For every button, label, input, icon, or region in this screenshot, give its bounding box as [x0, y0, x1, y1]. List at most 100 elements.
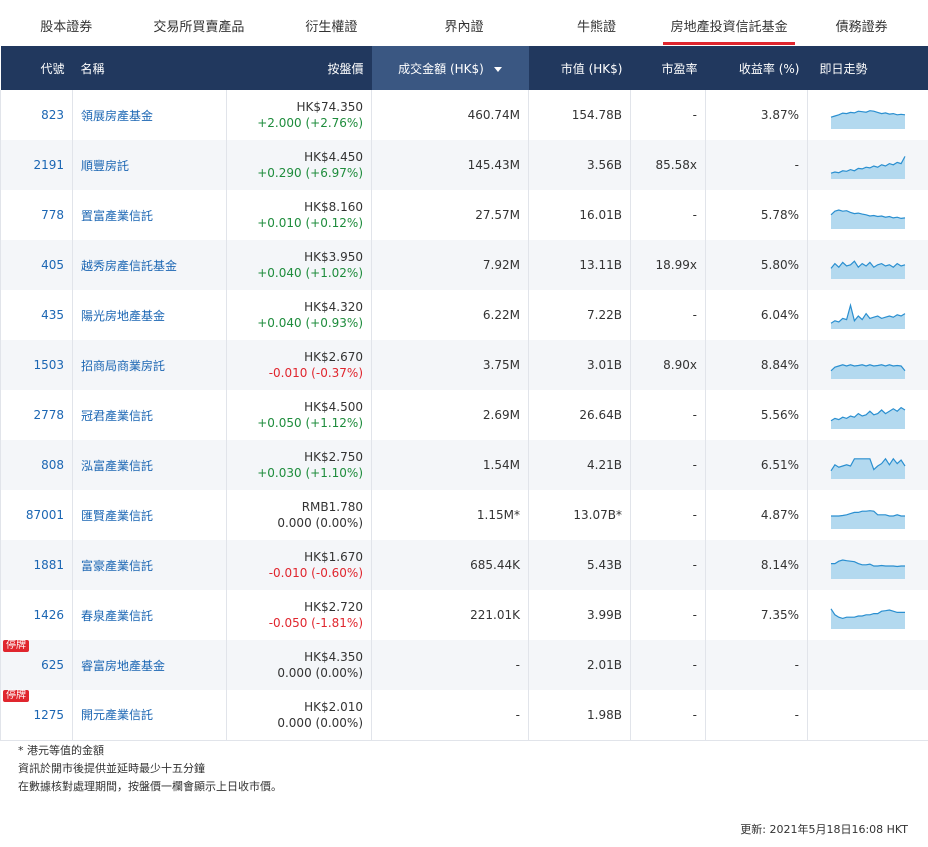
cell-code[interactable]: 2191 — [0, 140, 73, 190]
cell-code[interactable]: 778 — [0, 190, 73, 240]
cell-intraday-chart[interactable] — [807, 690, 928, 741]
cell-intraday-chart[interactable] — [807, 640, 928, 690]
tab-6[interactable]: 債務證券 — [795, 0, 928, 46]
cell-intraday-chart[interactable] — [807, 440, 928, 490]
cell-name[interactable]: 招商局商業房託 — [72, 340, 227, 390]
table-row[interactable]: 87001 匯賢產業信託 RMB1.780 0.000 (0.00%) 1.15M* 13… — [0, 490, 928, 540]
tab-5[interactable]: 房地產投資信託基金 — [662, 0, 796, 46]
intraday-sparkline[interactable] — [830, 150, 906, 180]
stock-code-link[interactable]: 405 — [41, 258, 64, 272]
table-row[interactable]: 823 領展房產基金 HK$74.350 +2.000 (+2.76%) 460.74M… — [0, 90, 928, 140]
stock-name-link[interactable]: 富豪產業信託 — [81, 558, 154, 573]
table-row[interactable]: 停牌 1275 開元產業信託 HK$2.010 0.000 (0.00%) -1.98B -… — [0, 690, 928, 741]
intraday-sparkline[interactable] — [830, 250, 906, 280]
header-name[interactable]: 名稱 — [72, 46, 227, 90]
tab-1[interactable]: 交易所買賣產品 — [133, 0, 266, 46]
cell-code[interactable]: 停牌 1275 — [0, 690, 73, 741]
table-row[interactable]: 1881 富豪產業信託 HK$1.670 -0.010 (-0.60%) 685.44K… — [0, 540, 928, 590]
table-row[interactable]: 808 泓富產業信託 HK$2.750 +0.030 (+1.10%) 1.54M 4.2… — [0, 440, 928, 490]
intraday-sparkline[interactable] — [830, 500, 906, 530]
stock-name-link[interactable]: 招商局商業房託 — [81, 358, 166, 373]
cell-name[interactable]: 置富產業信託 — [72, 190, 227, 240]
stock-name-link[interactable]: 開元產業信託 — [81, 708, 154, 723]
intraday-sparkline[interactable] — [830, 400, 906, 430]
stock-code-link[interactable]: 808 — [41, 458, 64, 472]
cell-name[interactable]: 陽光房地產基金 — [72, 290, 227, 340]
tab-4[interactable]: 牛熊證 — [530, 0, 663, 46]
stock-code-link[interactable]: 778 — [41, 208, 64, 222]
cell-intraday-chart[interactable] — [807, 540, 928, 590]
header-price[interactable]: 按盤價 — [226, 46, 372, 90]
intraday-sparkline[interactable] — [830, 450, 906, 480]
stock-name-link[interactable]: 冠君產業信託 — [81, 408, 154, 423]
stock-name-link[interactable]: 匯賢產業信託 — [81, 508, 154, 523]
cell-intraday-chart[interactable] — [807, 90, 928, 140]
stock-code-link[interactable]: 2191 — [33, 158, 64, 172]
cell-intraday-chart[interactable] — [807, 490, 928, 540]
stock-name-link[interactable]: 陽光房地產基金 — [81, 308, 166, 323]
cell-name[interactable]: 富豪產業信託 — [72, 540, 227, 590]
cell-code[interactable]: 87001 — [0, 490, 73, 540]
table-row[interactable]: 405 越秀房產信託基金 HK$3.950 +0.040 (+1.02%) 7.92M 1… — [0, 240, 928, 290]
cell-code[interactable]: 1503 — [0, 340, 73, 390]
stock-code-link[interactable]: 2778 — [33, 408, 64, 422]
stock-name-link[interactable]: 領展房產基金 — [81, 108, 154, 123]
stock-code-link[interactable]: 87001 — [25, 508, 64, 522]
table-row[interactable]: 2191 順豐房託 HK$4.450 +0.290 (+6.97%) 145.43M 3.… — [0, 140, 928, 190]
cell-code[interactable]: 停牌 625 — [0, 640, 73, 690]
tab-2[interactable]: 衍生權證 — [265, 0, 398, 46]
header-code[interactable]: 代號 — [0, 46, 73, 90]
stock-code-link[interactable]: 1881 — [33, 558, 64, 572]
intraday-sparkline[interactable] — [830, 300, 906, 330]
tab-3[interactable]: 界內證 — [398, 0, 531, 46]
cell-name[interactable]: 泓富產業信託 — [72, 440, 227, 490]
stock-name-link[interactable]: 睿富房地產基金 — [81, 658, 166, 673]
tab-0[interactable]: 股本證券 — [0, 0, 133, 46]
header-turnover[interactable]: 成交金額 (HK$) — [371, 46, 529, 90]
table-row[interactable]: 435 陽光房地產基金 HK$4.320 +0.040 (+0.93%) 6.22M 7.… — [0, 290, 928, 340]
cell-code[interactable]: 823 — [0, 90, 73, 140]
cell-name[interactable]: 越秀房產信託基金 — [72, 240, 227, 290]
cell-intraday-chart[interactable] — [807, 290, 928, 340]
header-mktcap[interactable]: 市值 (HK$) — [528, 46, 631, 90]
cell-name[interactable]: 領展房產基金 — [72, 90, 227, 140]
table-row[interactable]: 停牌 625 睿富房地產基金 HK$4.350 0.000 (0.00%) -2.01B -… — [0, 640, 928, 690]
stock-name-link[interactable]: 春泉產業信託 — [81, 608, 154, 623]
stock-code-link[interactable]: 435 — [41, 308, 64, 322]
cell-code[interactable]: 2778 — [0, 390, 73, 440]
intraday-sparkline[interactable] — [830, 550, 906, 580]
cell-intraday-chart[interactable] — [807, 240, 928, 290]
cell-name[interactable]: 春泉產業信託 — [72, 590, 227, 640]
cell-name[interactable]: 開元產業信託 — [72, 690, 227, 741]
intraday-sparkline[interactable] — [830, 200, 906, 230]
table-row[interactable]: 1503 招商局商業房託 HK$2.670 -0.010 (-0.37%) 3.75M 3… — [0, 340, 928, 390]
table-row[interactable]: 1426 春泉產業信託 HK$2.720 -0.050 (-1.81%) 221.01K… — [0, 590, 928, 640]
cell-intraday-chart[interactable] — [807, 390, 928, 440]
cell-code[interactable]: 435 — [0, 290, 73, 340]
stock-name-link[interactable]: 順豐房託 — [81, 158, 130, 173]
intraday-sparkline[interactable] — [830, 100, 906, 130]
stock-code-link[interactable]: 823 — [41, 108, 64, 122]
cell-code[interactable]: 808 — [0, 440, 73, 490]
cell-intraday-chart[interactable] — [807, 340, 928, 390]
stock-code-link[interactable]: 625 — [41, 658, 64, 672]
cell-intraday-chart[interactable] — [807, 190, 928, 240]
intraday-sparkline[interactable] — [830, 600, 906, 630]
stock-name-link[interactable]: 泓富產業信託 — [81, 458, 154, 473]
stock-code-link[interactable]: 1503 — [33, 358, 64, 372]
stock-code-link[interactable]: 1275 — [33, 707, 64, 722]
cell-intraday-chart[interactable] — [807, 140, 928, 190]
cell-code[interactable]: 1881 — [0, 540, 73, 590]
cell-name[interactable]: 睿富房地產基金 — [72, 640, 227, 690]
cell-name[interactable]: 匯賢產業信託 — [72, 490, 227, 540]
table-row[interactable]: 778 置富產業信託 HK$8.160 +0.010 (+0.12%) 27.57M 16… — [0, 190, 928, 240]
cell-name[interactable]: 順豐房託 — [72, 140, 227, 190]
stock-name-link[interactable]: 置富產業信託 — [81, 208, 154, 223]
cell-intraday-chart[interactable] — [807, 590, 928, 640]
stock-name-link[interactable]: 越秀房產信託基金 — [81, 258, 178, 273]
header-pe[interactable]: 市盈率 — [630, 46, 706, 90]
table-row[interactable]: 2778 冠君產業信託 HK$4.500 +0.050 (+1.12%) 2.69M 26… — [0, 390, 928, 440]
cell-code[interactable]: 405 — [0, 240, 73, 290]
stock-code-link[interactable]: 1426 — [33, 608, 64, 622]
intraday-sparkline[interactable] — [830, 350, 906, 380]
